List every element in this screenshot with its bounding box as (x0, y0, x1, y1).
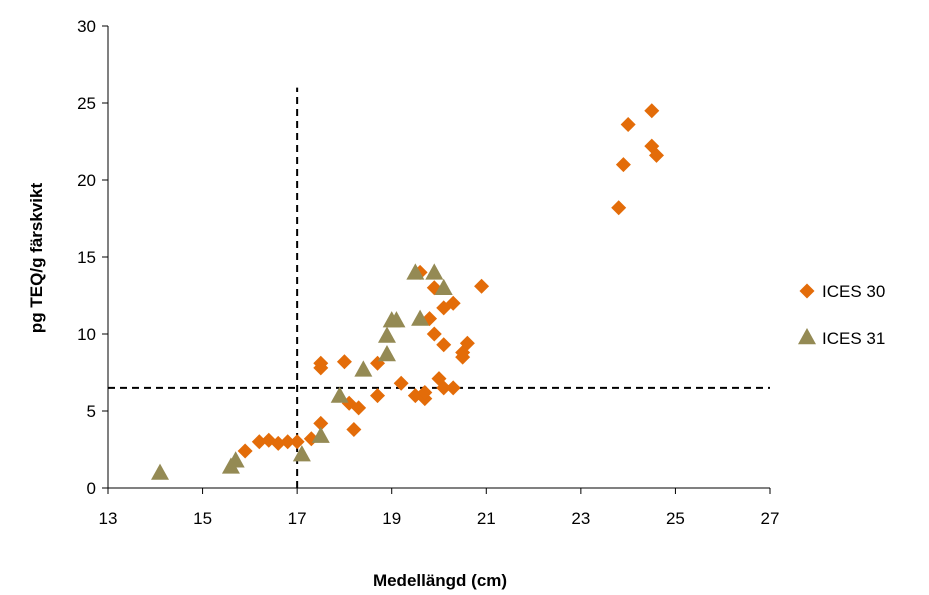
legend-item: ICES 30 (799, 282, 885, 301)
data-point-diamond (459, 335, 475, 351)
x-tick-label: 21 (477, 509, 496, 528)
data-point-triangle (387, 311, 406, 328)
data-point-diamond (417, 385, 433, 401)
data-point-diamond (426, 326, 442, 342)
x-tick-label: 15 (193, 509, 212, 528)
data-point-diamond (313, 355, 329, 371)
legend-item: ICES 31 (798, 328, 885, 348)
series-ices-30 (237, 103, 665, 459)
data-point-triangle (411, 309, 430, 326)
legend-label: ICES 30 (822, 282, 885, 301)
x-tick-label: 19 (382, 509, 401, 528)
tick-labels: 0 5 10 15 20 25 30 13 15 17 19 21 23 25 27 (77, 17, 779, 528)
data-point-diamond (280, 434, 296, 450)
data-point-diamond (270, 435, 286, 451)
data-point-triangle (377, 345, 396, 362)
data-point-triangle (406, 263, 425, 280)
data-point-diamond (289, 434, 305, 450)
data-point-diamond (611, 200, 627, 216)
data-point-diamond (336, 354, 352, 370)
y-tick-label: 10 (77, 325, 96, 344)
x-tick-label: 23 (571, 509, 590, 528)
data-point-triangle (330, 386, 349, 403)
y-tick-label: 15 (77, 248, 96, 267)
legend-marker-triangle (798, 328, 816, 345)
y-tick-label: 5 (87, 402, 96, 421)
x-tick-label: 25 (666, 509, 685, 528)
data-point-diamond (351, 400, 367, 416)
legend: ICES 30 ICES 31 (798, 282, 885, 348)
x-tick-label: 27 (761, 509, 780, 528)
data-point-diamond (445, 380, 461, 396)
data-point-diamond (615, 157, 631, 173)
data-point-diamond (346, 421, 362, 437)
data-point-triangle (377, 326, 396, 343)
data-point-diamond (251, 434, 267, 450)
y-tick-label: 0 (87, 479, 96, 498)
series-ices-31 (151, 263, 453, 480)
data-point-diamond (237, 443, 253, 459)
data-point-diamond (370, 388, 386, 404)
x-axis-title: Medellängd (cm) (373, 571, 507, 590)
data-point-diamond (393, 375, 409, 391)
data-point-triangle (292, 445, 311, 462)
data-point-triangle (425, 263, 444, 280)
x-tick-label: 13 (99, 509, 118, 528)
data-point-triangle (354, 360, 373, 377)
data-point-triangle (434, 278, 453, 295)
data-point-diamond (620, 117, 636, 133)
data-point-diamond (644, 103, 660, 119)
data-point-triangle (151, 463, 170, 480)
data-point-triangle (226, 451, 245, 468)
data-point-triangle (311, 426, 330, 443)
legend-label: ICES 31 (822, 329, 885, 348)
y-tick-label: 30 (77, 17, 96, 36)
x-tick-label: 17 (288, 509, 307, 528)
y-tick-label: 25 (77, 94, 96, 113)
data-point-diamond (649, 147, 665, 163)
data-point-diamond (474, 278, 490, 294)
data-point-diamond (436, 380, 452, 396)
data-point-diamond (445, 295, 461, 311)
axes (102, 25, 771, 494)
y-axis-title: pg TEQ/g färskvikt (27, 183, 46, 334)
y-tick-label: 20 (77, 171, 96, 190)
data-points (151, 103, 665, 480)
legend-marker-diamond (799, 283, 815, 299)
data-point-diamond (436, 337, 452, 353)
data-point-diamond (313, 415, 329, 431)
